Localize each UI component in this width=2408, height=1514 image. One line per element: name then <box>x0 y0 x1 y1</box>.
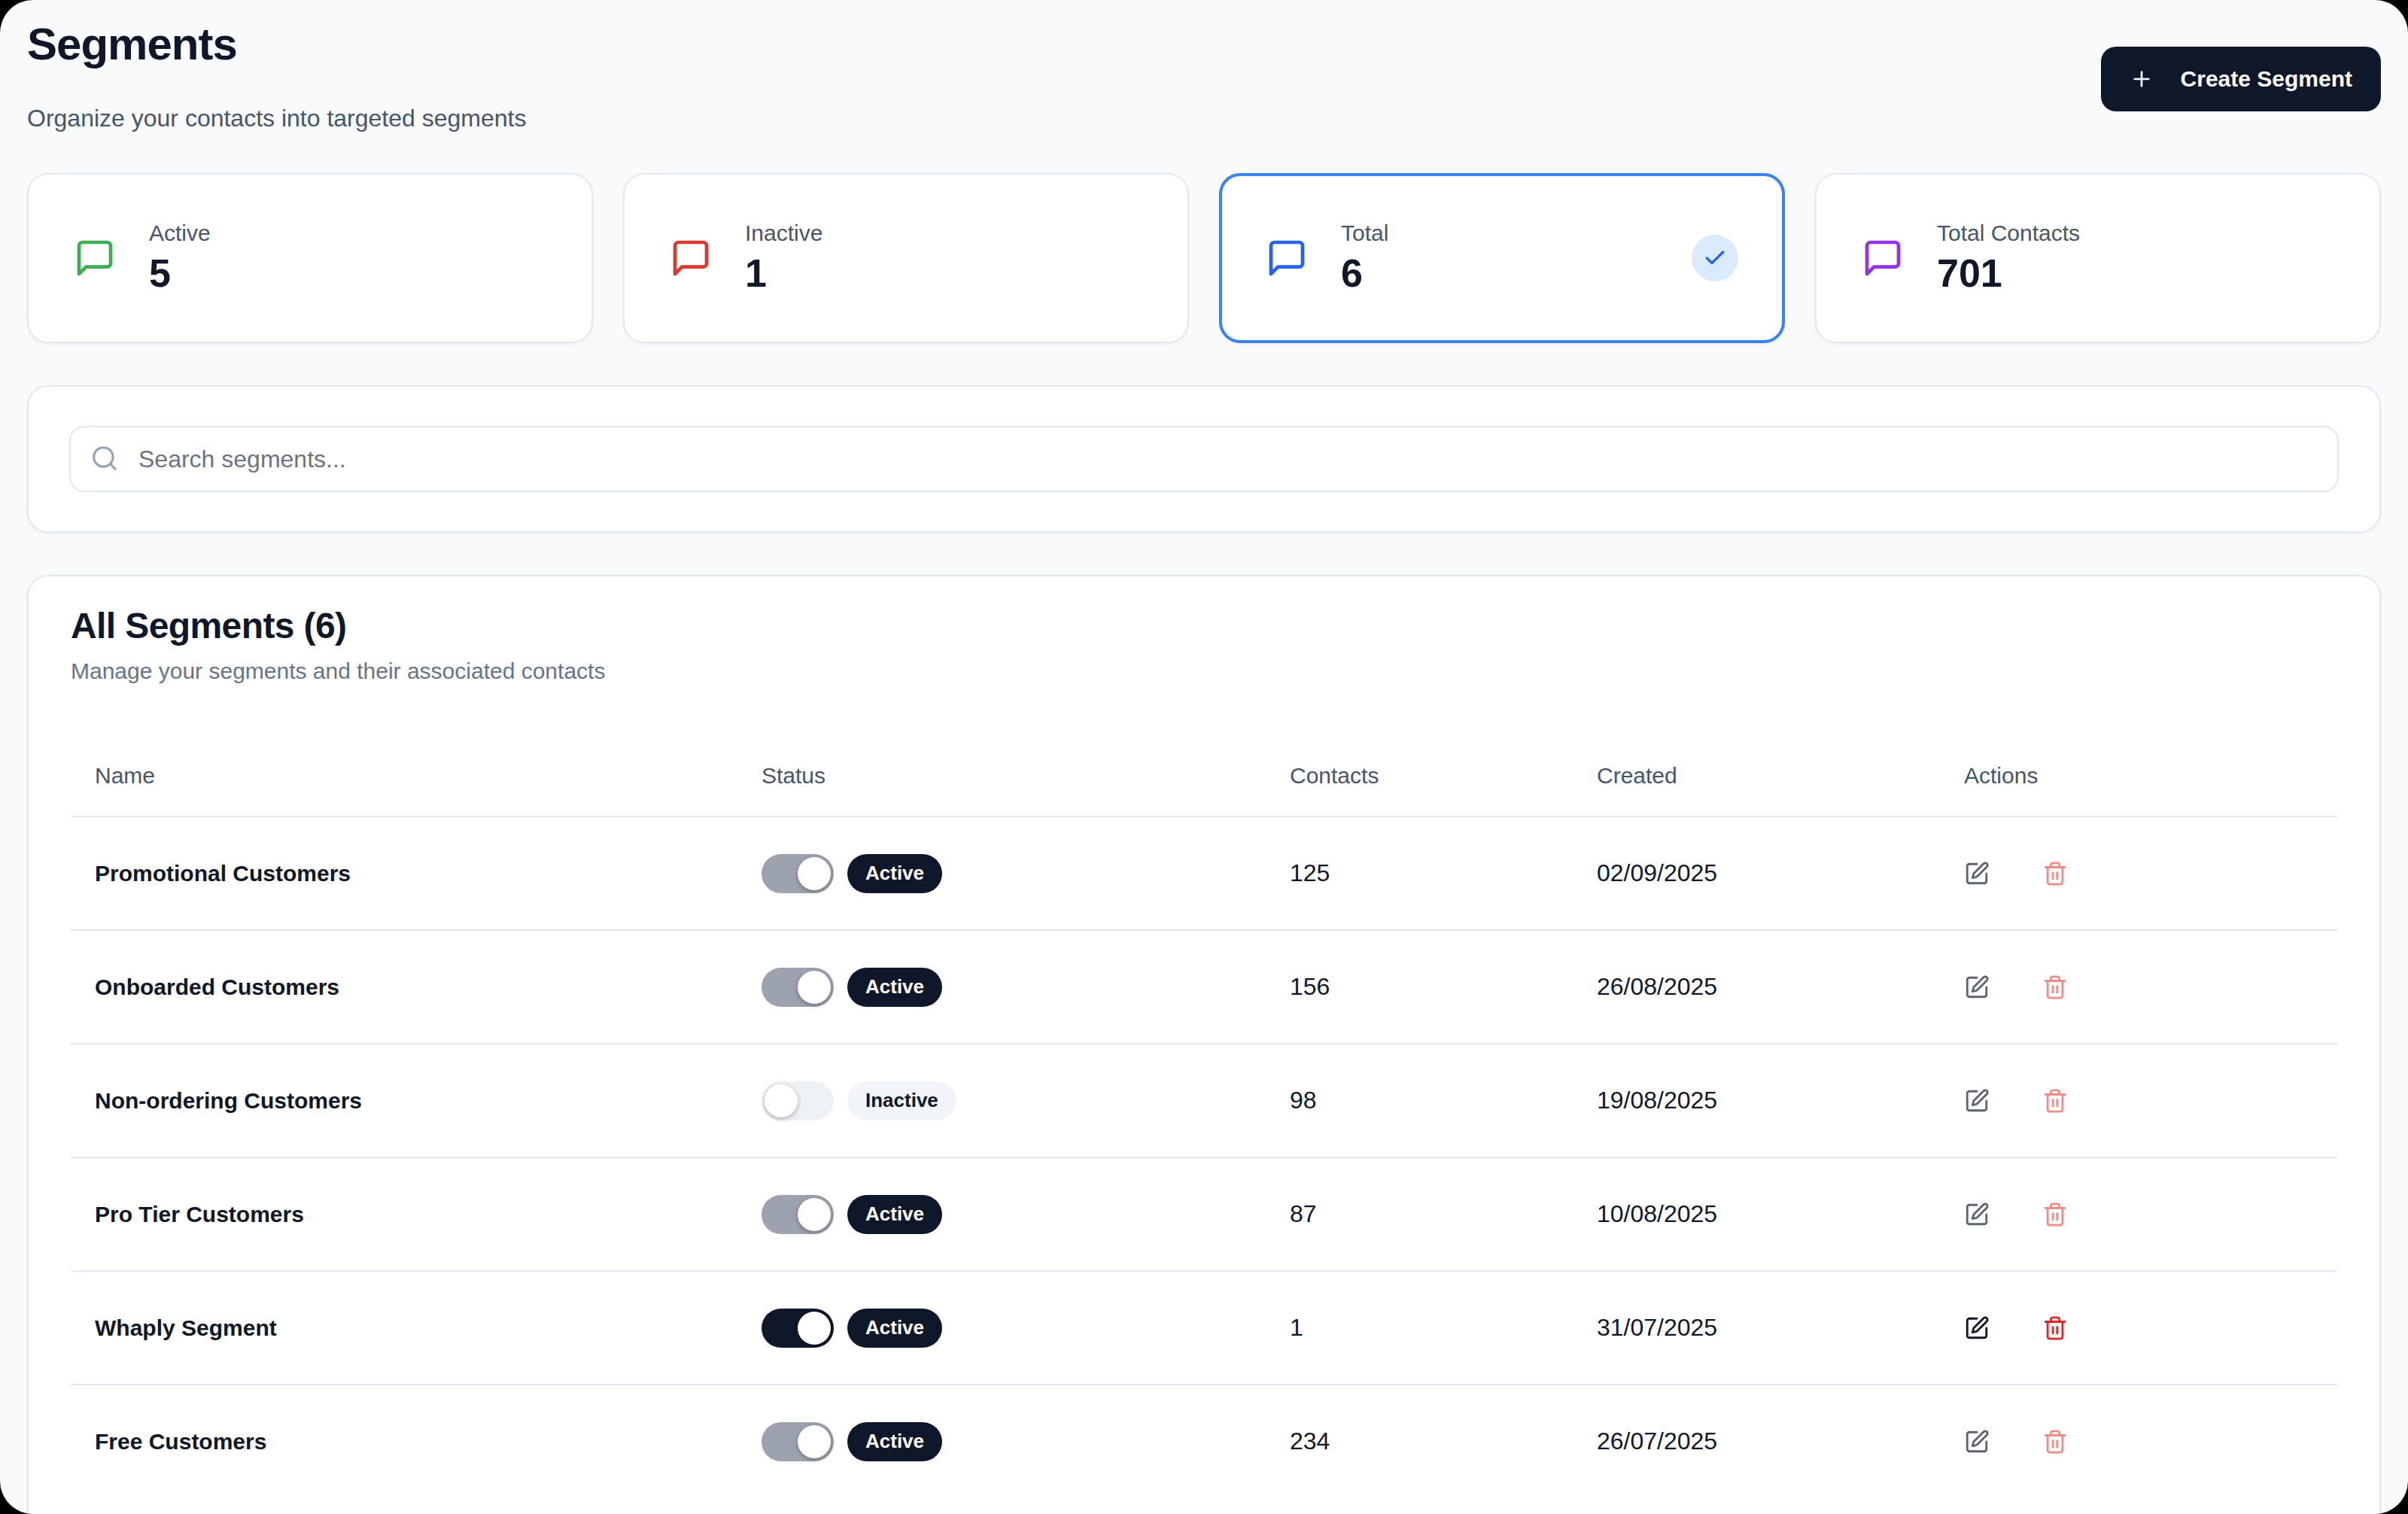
table-row: Non-ordering Customers Inactive 9819/08/20… <box>71 1044 2337 1157</box>
segments-table: NameStatusContactsCreatedActions Promoti… <box>71 703 2337 1497</box>
table-row: Whaply Segment Active 131/07/2025 <box>71 1271 2337 1385</box>
edit-icon[interactable] <box>1964 974 1990 1000</box>
toggle-knob <box>798 1312 831 1345</box>
edit-icon[interactable] <box>1964 1315 1990 1341</box>
selected-check-icon <box>1692 235 1738 281</box>
toggle-knob <box>765 1084 798 1117</box>
message-square-icon <box>670 237 712 279</box>
page-header: Segments Organize your contacts into tar… <box>27 18 2381 132</box>
contacts-count: 234 <box>1266 1385 1573 1497</box>
stat-label: Active <box>149 220 211 246</box>
message-square-icon <box>1266 237 1308 279</box>
delete-icon[interactable] <box>2042 1202 2068 1227</box>
status-badge: Inactive <box>847 1081 956 1120</box>
edit-icon[interactable] <box>1964 1202 1990 1227</box>
search-input[interactable] <box>69 426 2339 492</box>
edit-icon[interactable] <box>1964 1429 1990 1455</box>
status-badge: Active <box>847 1195 942 1234</box>
contacts-count: 125 <box>1266 816 1573 930</box>
create-segment-button[interactable]: Create Segment <box>2101 47 2381 111</box>
toggle-knob <box>798 971 831 1004</box>
status-toggle[interactable] <box>762 1081 834 1120</box>
delete-icon[interactable] <box>2042 1429 2068 1455</box>
segment-name: Promotional Customers <box>71 816 737 930</box>
status-toggle[interactable] <box>762 854 834 893</box>
stat-card-active[interactable]: Active 5 <box>27 173 593 343</box>
toggle-knob <box>798 1425 831 1458</box>
stat-card-inactive[interactable]: Inactive 1 <box>623 173 1189 343</box>
status-badge: Active <box>847 1422 942 1461</box>
created-date: 19/08/2025 <box>1573 1044 1940 1157</box>
segment-name: Non-ordering Customers <box>71 1044 737 1157</box>
contacts-count: 1 <box>1266 1271 1573 1385</box>
segments-page: Segments Organize your contacts into tar… <box>0 0 2408 1514</box>
status-toggle[interactable] <box>762 1309 834 1348</box>
edit-icon[interactable] <box>1964 1088 1990 1114</box>
edit-icon[interactable] <box>1964 861 1990 886</box>
delete-icon[interactable] <box>2042 1088 2068 1114</box>
contacts-count: 98 <box>1266 1044 1573 1157</box>
status-badge: Active <box>847 1309 942 1348</box>
created-date: 31/07/2025 <box>1573 1271 1940 1385</box>
segment-name: Free Customers <box>71 1385 737 1497</box>
create-segment-label: Create Segment <box>2181 66 2352 92</box>
delete-icon[interactable] <box>2042 1315 2068 1341</box>
created-date: 10/08/2025 <box>1573 1157 1940 1271</box>
table-header-row: NameStatusContactsCreatedActions <box>71 703 2337 816</box>
page-subtitle: Organize your contacts into targeted seg… <box>27 105 526 132</box>
column-header-contacts: Contacts <box>1266 703 1573 816</box>
status-toggle[interactable] <box>762 1195 834 1234</box>
stat-card-total-contacts[interactable]: Total Contacts 701 <box>1815 173 2381 343</box>
segments-table-card: All Segments (6) Manage your segments an… <box>27 575 2381 1514</box>
delete-icon[interactable] <box>2042 861 2068 886</box>
delete-icon[interactable] <box>2042 974 2068 1000</box>
page-title: Segments <box>27 18 526 70</box>
search-section <box>27 385 2381 533</box>
status-badge: Active <box>847 854 942 893</box>
toggle-knob <box>798 857 831 890</box>
stat-value: 6 <box>1341 251 1388 296</box>
segment-name: Pro Tier Customers <box>71 1157 737 1271</box>
stat-value: 701 <box>1937 251 2080 296</box>
created-date: 26/07/2025 <box>1573 1385 1940 1497</box>
stat-label: Total Contacts <box>1937 220 2080 246</box>
table-row: Free Customers Active 23426/07/2025 <box>71 1385 2337 1497</box>
column-header-status: Status <box>737 703 1266 816</box>
segment-name: Whaply Segment <box>71 1271 737 1385</box>
contacts-count: 156 <box>1266 930 1573 1044</box>
status-toggle[interactable] <box>762 1422 834 1461</box>
message-square-icon <box>1862 237 1904 279</box>
stat-label: Total <box>1341 220 1388 246</box>
segment-name: Onboarded Customers <box>71 930 737 1044</box>
table-title: All Segments (6) <box>71 603 2337 649</box>
stat-value: 1 <box>745 251 822 296</box>
message-square-icon <box>74 237 116 279</box>
stat-label: Inactive <box>745 220 822 246</box>
column-header-created: Created <box>1573 703 1940 816</box>
status-badge: Active <box>847 968 942 1007</box>
table-row: Promotional Customers Active 12502/09/2025 <box>71 816 2337 930</box>
column-header-name: Name <box>71 703 737 816</box>
stat-card-total[interactable]: Total 6 <box>1219 173 1785 343</box>
table-subtitle: Manage your segments and their associate… <box>71 658 2337 685</box>
stat-value: 5 <box>149 251 211 296</box>
toggle-knob <box>798 1198 831 1231</box>
stat-cards: Active 5 Inactive 1 Total 6 Total Contacts 701 <box>27 173 2381 343</box>
column-header-actions: Actions <box>1940 703 2337 816</box>
plus-icon <box>2130 67 2154 91</box>
table-row: Pro Tier Customers Active 8710/08/2025 <box>71 1157 2337 1271</box>
table-row: Onboarded Customers Active 15626/08/2025 <box>71 930 2337 1044</box>
created-date: 02/09/2025 <box>1573 816 1940 930</box>
search-icon <box>90 444 119 473</box>
contacts-count: 87 <box>1266 1157 1573 1271</box>
status-toggle[interactable] <box>762 968 834 1007</box>
created-date: 26/08/2025 <box>1573 930 1940 1044</box>
